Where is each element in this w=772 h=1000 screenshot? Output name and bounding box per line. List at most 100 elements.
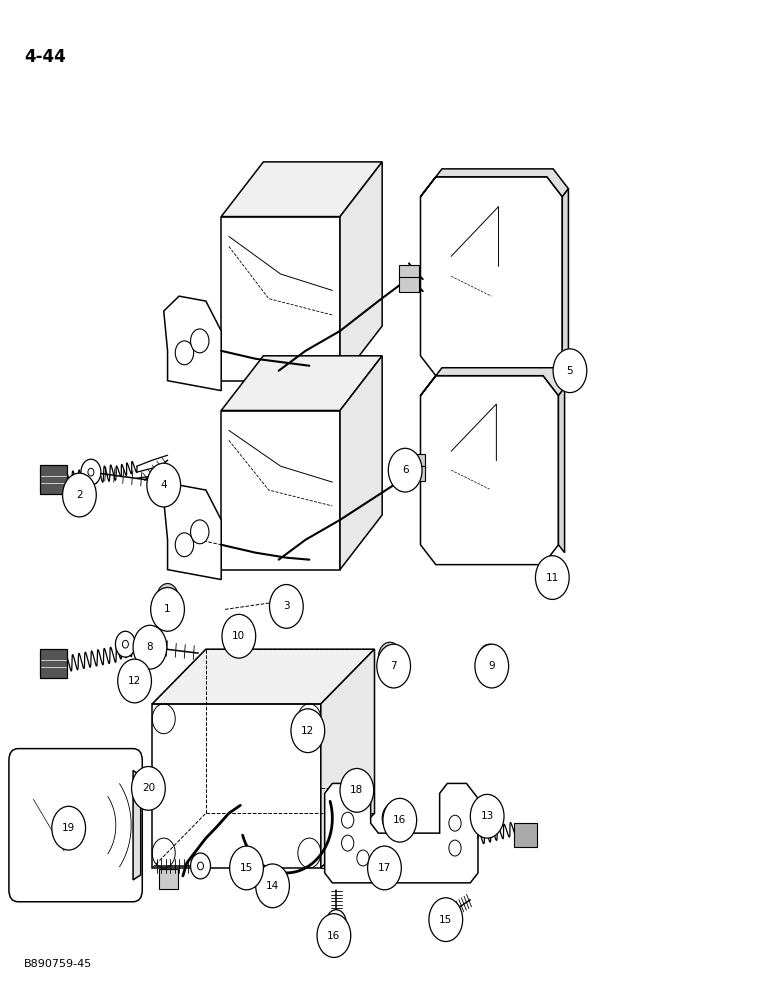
Text: 6: 6 bbox=[402, 465, 408, 475]
Circle shape bbox=[116, 631, 135, 657]
Circle shape bbox=[377, 644, 411, 688]
Circle shape bbox=[441, 914, 446, 922]
Circle shape bbox=[434, 905, 453, 931]
Polygon shape bbox=[321, 649, 374, 868]
Circle shape bbox=[256, 864, 290, 908]
Polygon shape bbox=[558, 388, 564, 553]
Circle shape bbox=[175, 341, 194, 365]
Polygon shape bbox=[562, 189, 568, 364]
Polygon shape bbox=[421, 368, 564, 396]
Circle shape bbox=[175, 533, 194, 557]
Circle shape bbox=[162, 590, 173, 604]
Circle shape bbox=[147, 463, 181, 507]
Text: 11: 11 bbox=[546, 573, 559, 583]
Polygon shape bbox=[421, 376, 558, 565]
Circle shape bbox=[151, 588, 185, 631]
Text: 7: 7 bbox=[391, 661, 397, 671]
Circle shape bbox=[317, 914, 350, 957]
FancyBboxPatch shape bbox=[399, 277, 419, 292]
Circle shape bbox=[327, 910, 346, 936]
Text: 15: 15 bbox=[439, 915, 452, 925]
Circle shape bbox=[123, 640, 128, 648]
Polygon shape bbox=[152, 649, 374, 704]
Circle shape bbox=[191, 520, 209, 544]
Text: 4-44: 4-44 bbox=[24, 48, 66, 66]
Circle shape bbox=[357, 850, 369, 866]
FancyBboxPatch shape bbox=[39, 649, 67, 678]
Text: 17: 17 bbox=[378, 863, 391, 873]
Text: 1: 1 bbox=[164, 604, 171, 614]
Circle shape bbox=[291, 709, 325, 753]
Circle shape bbox=[388, 448, 422, 492]
FancyBboxPatch shape bbox=[399, 265, 419, 280]
Circle shape bbox=[229, 846, 263, 890]
Text: 20: 20 bbox=[142, 783, 155, 793]
Circle shape bbox=[81, 459, 101, 485]
Circle shape bbox=[367, 846, 401, 890]
Circle shape bbox=[378, 642, 401, 672]
FancyBboxPatch shape bbox=[405, 466, 425, 481]
Text: 3: 3 bbox=[283, 601, 290, 611]
Polygon shape bbox=[421, 169, 568, 197]
FancyBboxPatch shape bbox=[39, 465, 67, 494]
Circle shape bbox=[429, 898, 462, 942]
Text: 16: 16 bbox=[393, 815, 406, 825]
Text: 10: 10 bbox=[232, 631, 245, 641]
Circle shape bbox=[341, 812, 354, 828]
Text: 19: 19 bbox=[62, 823, 76, 833]
Circle shape bbox=[470, 794, 504, 838]
Polygon shape bbox=[222, 356, 382, 410]
Circle shape bbox=[449, 840, 461, 856]
Circle shape bbox=[553, 349, 587, 393]
Text: 8: 8 bbox=[147, 642, 154, 652]
Polygon shape bbox=[340, 356, 382, 570]
Text: B890759-45: B890759-45 bbox=[24, 959, 93, 969]
Circle shape bbox=[198, 862, 204, 870]
Circle shape bbox=[383, 798, 417, 842]
Text: 13: 13 bbox=[480, 811, 494, 821]
Circle shape bbox=[536, 556, 569, 599]
Circle shape bbox=[222, 614, 256, 658]
Text: 18: 18 bbox=[350, 785, 364, 795]
Polygon shape bbox=[222, 217, 340, 381]
Circle shape bbox=[483, 651, 496, 667]
Circle shape bbox=[384, 650, 395, 664]
Text: 2: 2 bbox=[76, 490, 83, 500]
Polygon shape bbox=[133, 770, 141, 880]
Circle shape bbox=[118, 659, 151, 703]
Text: 14: 14 bbox=[266, 881, 279, 891]
Text: 12: 12 bbox=[301, 726, 314, 736]
Polygon shape bbox=[164, 485, 222, 580]
Circle shape bbox=[52, 806, 86, 850]
Circle shape bbox=[382, 803, 405, 833]
FancyBboxPatch shape bbox=[9, 749, 142, 902]
Circle shape bbox=[341, 835, 354, 851]
Text: 4: 4 bbox=[161, 480, 167, 490]
FancyBboxPatch shape bbox=[514, 823, 537, 847]
Circle shape bbox=[133, 625, 167, 669]
Circle shape bbox=[269, 585, 303, 628]
Text: 5: 5 bbox=[567, 366, 574, 376]
Circle shape bbox=[88, 468, 94, 476]
Circle shape bbox=[475, 644, 509, 688]
Circle shape bbox=[478, 644, 501, 674]
Polygon shape bbox=[222, 162, 382, 217]
FancyBboxPatch shape bbox=[405, 454, 425, 469]
Circle shape bbox=[388, 811, 399, 825]
Circle shape bbox=[191, 329, 209, 353]
Polygon shape bbox=[325, 783, 478, 883]
Circle shape bbox=[131, 767, 165, 810]
Polygon shape bbox=[164, 296, 222, 391]
Text: 16: 16 bbox=[327, 931, 340, 941]
Circle shape bbox=[276, 586, 297, 613]
Text: 15: 15 bbox=[240, 863, 253, 873]
Circle shape bbox=[281, 592, 292, 606]
Circle shape bbox=[340, 768, 374, 812]
Text: 12: 12 bbox=[128, 676, 141, 686]
Circle shape bbox=[63, 473, 96, 517]
FancyBboxPatch shape bbox=[159, 869, 178, 889]
Circle shape bbox=[449, 815, 461, 831]
Polygon shape bbox=[152, 704, 321, 868]
Circle shape bbox=[191, 853, 211, 879]
Polygon shape bbox=[222, 410, 340, 570]
